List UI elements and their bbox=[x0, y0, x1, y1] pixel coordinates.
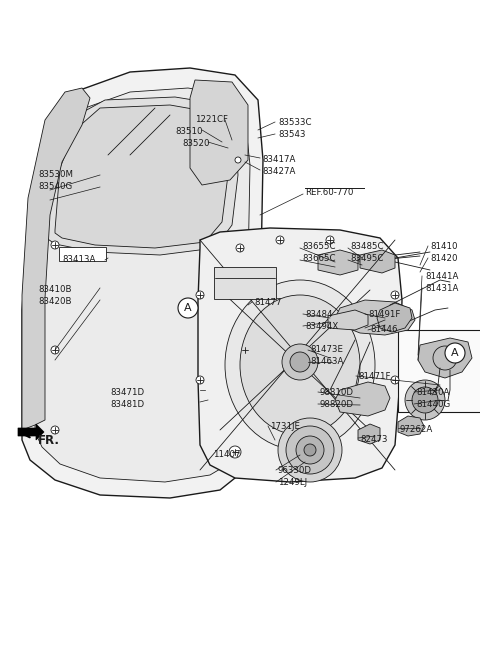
Polygon shape bbox=[22, 68, 263, 498]
Polygon shape bbox=[336, 300, 415, 335]
Text: 81477: 81477 bbox=[254, 298, 281, 307]
Circle shape bbox=[445, 343, 465, 363]
Circle shape bbox=[51, 346, 59, 354]
Circle shape bbox=[196, 291, 204, 299]
Text: 97262A: 97262A bbox=[400, 425, 433, 434]
Text: 83413A: 83413A bbox=[62, 255, 96, 264]
Text: 1249LJ: 1249LJ bbox=[278, 478, 307, 487]
Polygon shape bbox=[360, 250, 395, 273]
Text: 81420: 81420 bbox=[430, 254, 457, 263]
Circle shape bbox=[241, 346, 249, 354]
Text: 98820D: 98820D bbox=[320, 400, 354, 409]
Text: 83533C: 83533C bbox=[278, 118, 312, 127]
Polygon shape bbox=[198, 228, 402, 482]
Text: 81440G: 81440G bbox=[416, 400, 450, 409]
Text: 83543: 83543 bbox=[278, 130, 305, 139]
Polygon shape bbox=[318, 250, 358, 275]
Text: A: A bbox=[451, 348, 459, 358]
Circle shape bbox=[51, 426, 59, 434]
Circle shape bbox=[235, 157, 241, 163]
Ellipse shape bbox=[225, 280, 375, 450]
Polygon shape bbox=[190, 80, 248, 185]
Text: 82473: 82473 bbox=[360, 435, 387, 444]
Circle shape bbox=[391, 291, 399, 299]
FancyBboxPatch shape bbox=[214, 267, 276, 299]
Circle shape bbox=[296, 436, 324, 464]
Circle shape bbox=[51, 241, 59, 249]
Circle shape bbox=[304, 444, 316, 456]
Text: 98810D: 98810D bbox=[320, 388, 354, 397]
Polygon shape bbox=[335, 382, 390, 416]
Polygon shape bbox=[18, 424, 44, 440]
Polygon shape bbox=[22, 88, 90, 430]
Circle shape bbox=[278, 418, 342, 482]
Polygon shape bbox=[377, 303, 412, 332]
Text: 83420B: 83420B bbox=[38, 297, 72, 306]
Text: 83427A: 83427A bbox=[262, 167, 295, 176]
Text: REF.60-770: REF.60-770 bbox=[305, 188, 353, 197]
Text: 83655C: 83655C bbox=[302, 242, 336, 251]
Text: 81463A: 81463A bbox=[310, 357, 343, 366]
Circle shape bbox=[326, 236, 334, 244]
Text: 11407: 11407 bbox=[213, 450, 240, 459]
Circle shape bbox=[391, 376, 399, 384]
Circle shape bbox=[290, 352, 310, 372]
Text: 83417A: 83417A bbox=[262, 155, 295, 164]
Text: 83471D: 83471D bbox=[110, 388, 144, 397]
Text: 83665C: 83665C bbox=[302, 254, 336, 263]
Text: 83530M: 83530M bbox=[38, 170, 73, 179]
Text: 83485C: 83485C bbox=[350, 242, 384, 251]
Text: 83540G: 83540G bbox=[38, 182, 72, 191]
Text: 81471F: 81471F bbox=[358, 372, 391, 381]
Text: 81431A: 81431A bbox=[425, 284, 458, 293]
Polygon shape bbox=[35, 88, 250, 482]
Text: FR.: FR. bbox=[38, 434, 60, 447]
Circle shape bbox=[405, 380, 445, 420]
Circle shape bbox=[229, 446, 241, 458]
Text: 81430A: 81430A bbox=[416, 388, 449, 397]
Text: 83495C: 83495C bbox=[350, 254, 384, 263]
Polygon shape bbox=[55, 105, 228, 248]
Text: 83484: 83484 bbox=[305, 310, 333, 319]
Circle shape bbox=[196, 376, 204, 384]
Text: 81441A: 81441A bbox=[425, 272, 458, 281]
Circle shape bbox=[276, 236, 284, 244]
FancyBboxPatch shape bbox=[59, 247, 106, 261]
Circle shape bbox=[178, 298, 198, 318]
Text: 1221CF: 1221CF bbox=[195, 115, 228, 124]
FancyBboxPatch shape bbox=[398, 330, 480, 412]
Polygon shape bbox=[398, 416, 424, 436]
Text: 83494X: 83494X bbox=[305, 322, 338, 331]
Text: 83520: 83520 bbox=[182, 139, 209, 148]
Polygon shape bbox=[328, 310, 368, 330]
Text: A: A bbox=[184, 303, 192, 313]
Polygon shape bbox=[418, 338, 472, 378]
Circle shape bbox=[282, 344, 318, 380]
Text: 83410B: 83410B bbox=[38, 285, 72, 294]
Circle shape bbox=[286, 426, 334, 474]
Circle shape bbox=[236, 244, 244, 252]
Text: 81491F: 81491F bbox=[368, 310, 400, 319]
Text: 81473E: 81473E bbox=[310, 345, 343, 354]
Ellipse shape bbox=[240, 295, 360, 435]
Text: 1731JE: 1731JE bbox=[270, 422, 300, 431]
Polygon shape bbox=[42, 97, 238, 255]
Text: 81410: 81410 bbox=[430, 242, 457, 251]
Text: 81446: 81446 bbox=[370, 325, 397, 334]
Polygon shape bbox=[358, 424, 380, 444]
Circle shape bbox=[412, 387, 438, 413]
Text: 83481D: 83481D bbox=[110, 400, 144, 409]
Text: 96330D: 96330D bbox=[278, 466, 312, 475]
Text: 83510: 83510 bbox=[175, 127, 203, 136]
